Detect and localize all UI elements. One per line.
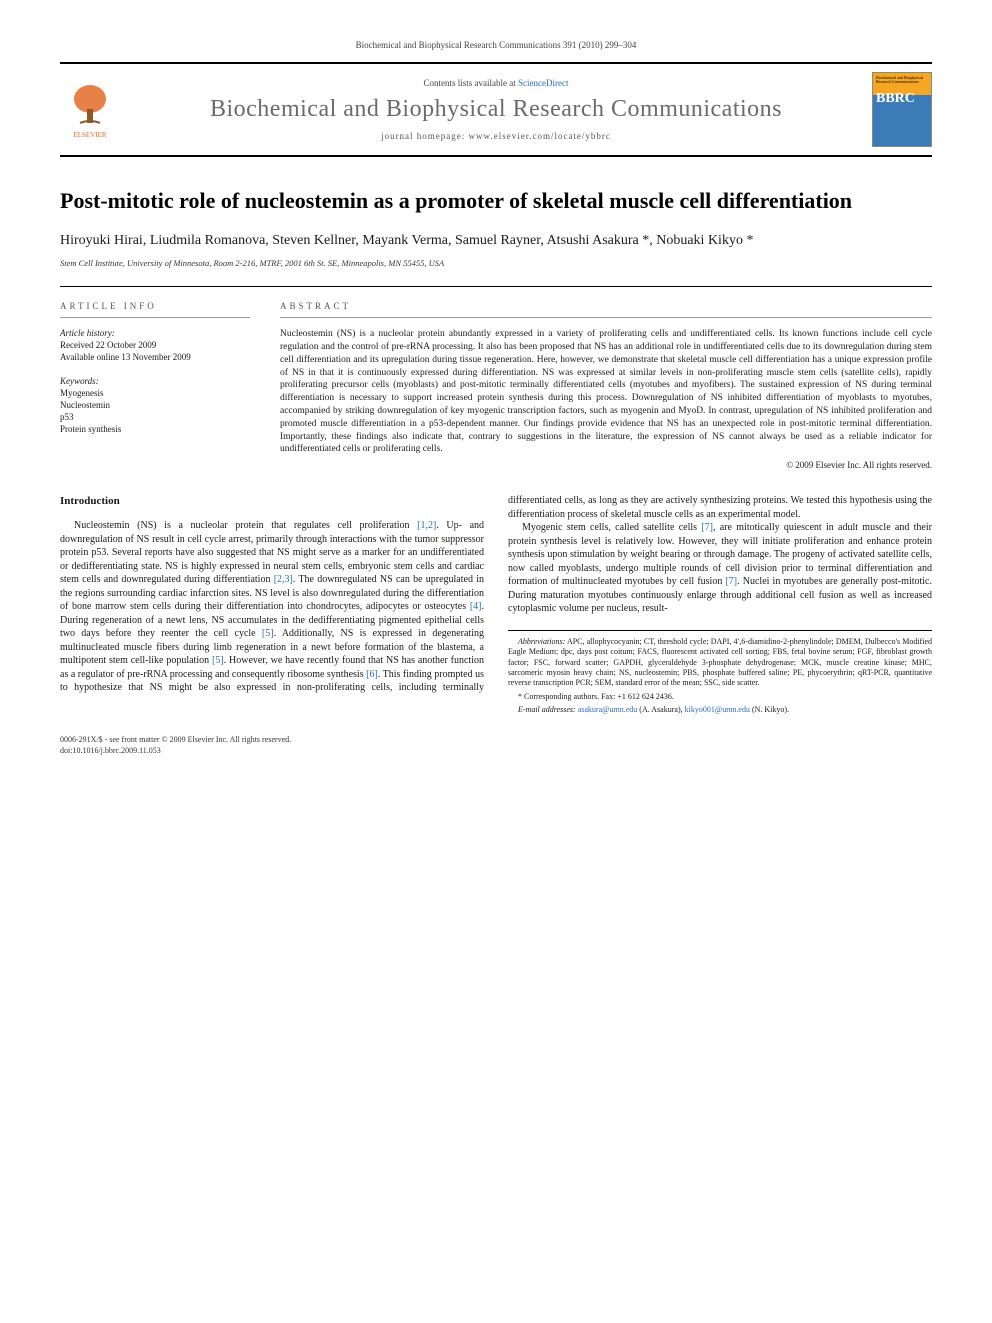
affiliation: Stem Cell Institute, University of Minne… — [60, 258, 932, 268]
keyword: Protein synthesis — [60, 424, 250, 434]
keywords-block: Keywords: Myogenesis Nucleostemin p53 Pr… — [60, 376, 250, 434]
email-link[interactable]: asakura@umn.edu — [578, 705, 638, 714]
received-date: Received 22 October 2009 — [60, 340, 250, 350]
elsevier-tree-icon — [65, 81, 115, 131]
abstract-text: Nucleostemin (NS) is a nucleolar protein… — [280, 328, 932, 456]
cover-top-text: Biochemical and Biophysical Research Com… — [876, 76, 928, 85]
keyword: Myogenesis — [60, 388, 250, 398]
body-two-column: Introduction Nucleostemin (NS) is a nucl… — [60, 494, 932, 715]
journal-header-center: Contents lists available at ScienceDirec… — [132, 78, 860, 141]
author-list: Hiroyuki Hirai, Liudmila Romanova, Steve… — [60, 231, 932, 251]
abstract-heading: ABSTRACT — [280, 301, 932, 318]
elsevier-logo: ELSEVIER — [60, 75, 120, 145]
contents-prefix: Contents lists available at — [424, 78, 518, 88]
article-info-heading: ARTICLE INFO — [60, 301, 250, 318]
ref-link[interactable]: [2,3] — [274, 574, 293, 585]
footer-line-1: 0006-291X/$ - see front matter © 2009 El… — [60, 735, 932, 745]
history-label: Article history: — [60, 328, 250, 338]
ref-link[interactable]: [7] — [725, 576, 737, 587]
ref-link[interactable]: [5] — [212, 655, 224, 666]
sciencedirect-link[interactable]: ScienceDirect — [518, 78, 568, 88]
contents-available-line: Contents lists available at ScienceDirec… — [132, 78, 860, 88]
abbrev-text: APC, allophycocyanin; CT, threshold cycl… — [508, 637, 932, 688]
introduction-heading: Introduction — [60, 494, 484, 509]
article-title: Post-mitotic role of nucleostemin as a p… — [60, 187, 932, 215]
elsevier-label: ELSEVIER — [73, 131, 106, 139]
homepage-prefix: journal homepage: — [381, 131, 468, 141]
email-link[interactable]: kikyo001@umn.edu — [685, 705, 750, 714]
keywords-label: Keywords: — [60, 376, 250, 386]
ref-link[interactable]: [1,2] — [417, 520, 436, 531]
homepage-line: journal homepage: www.elsevier.com/locat… — [132, 131, 860, 141]
homepage-url[interactable]: www.elsevier.com/locate/ybbrc — [469, 131, 611, 141]
ref-link[interactable]: [6] — [366, 669, 378, 680]
ref-link[interactable]: [4] — [470, 601, 482, 612]
article-info-column: ARTICLE INFO Article history: Received 2… — [60, 301, 250, 470]
online-date: Available online 13 November 2009 — [60, 352, 250, 362]
keyword: p53 — [60, 412, 250, 422]
journal-header: ELSEVIER Contents lists available at Sci… — [60, 62, 932, 157]
abstract-column: ABSTRACT Nucleostemin (NS) is a nucleola… — [280, 301, 932, 470]
abbrev-label: Abbreviations: — [518, 637, 565, 646]
email1-name: (A. Asakura), — [637, 705, 684, 714]
corresponding-footnote: * Corresponding authors. Fax: +1 612 624… — [508, 692, 932, 702]
header-citation: Biochemical and Biophysical Research Com… — [60, 40, 932, 50]
article-history-block: Article history: Received 22 October 200… — [60, 328, 250, 362]
email-footnote: E-mail addresses: asakura@umn.edu (A. As… — [508, 705, 932, 715]
info-abstract-row: ARTICLE INFO Article history: Received 2… — [60, 286, 932, 470]
keyword: Nucleostemin — [60, 400, 250, 410]
footer-doi: doi:10.1016/j.bbrc.2009.11.053 — [60, 746, 932, 756]
p2-text-a: Myogenic stem cells, called satellite ce… — [522, 522, 701, 533]
journal-name: Biochemical and Biophysical Research Com… — [132, 96, 860, 123]
intro-paragraph-2: Myogenic stem cells, called satellite ce… — [508, 521, 932, 616]
journal-cover-thumbnail: Biochemical and Biophysical Research Com… — [872, 72, 932, 147]
abstract-copyright: © 2009 Elsevier Inc. All rights reserved… — [280, 460, 932, 470]
email2-name: (N. Kikyo). — [750, 705, 789, 714]
email-label: E-mail addresses: — [518, 705, 578, 714]
abbreviations-footnote: Abbreviations: APC, allophycocyanin; CT,… — [508, 637, 932, 689]
p1-text-a: Nucleostemin (NS) is a nucleolar protein… — [74, 520, 417, 531]
ref-link[interactable]: [7] — [701, 522, 713, 533]
page-footer: 0006-291X/$ - see front matter © 2009 El… — [60, 735, 932, 756]
ref-link[interactable]: [5] — [262, 628, 274, 639]
cover-acronym: BBRC — [876, 91, 928, 107]
footnotes-block: Abbreviations: APC, allophycocyanin; CT,… — [508, 630, 932, 716]
